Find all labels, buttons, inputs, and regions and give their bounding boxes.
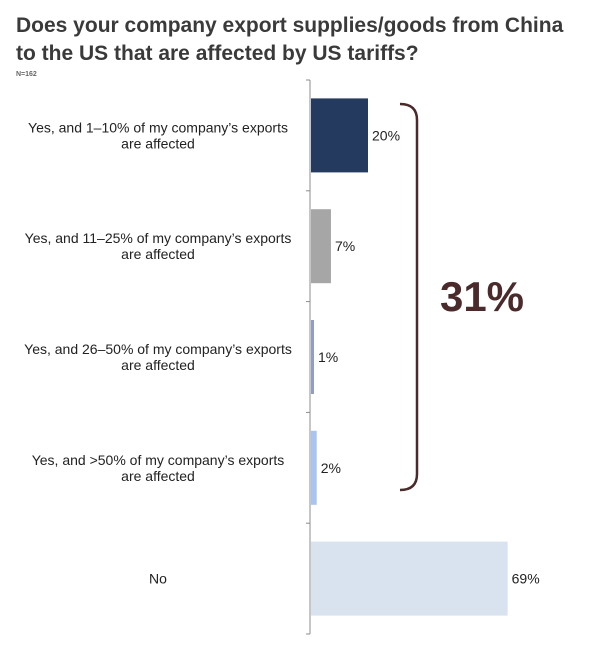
value-label: 2%	[321, 460, 341, 476]
category-label: No	[149, 571, 167, 587]
callout-total-label: 31%	[440, 273, 524, 320]
bar	[311, 209, 331, 284]
category-label: Yes, and 26–50% of my company’s exports a…	[24, 341, 292, 373]
category-label-line: Yes, and 11–25% of my company’s exports	[25, 230, 292, 246]
category-label-line: are affected	[121, 246, 195, 262]
value-label: 20%	[372, 127, 400, 143]
category-label-line: are affected	[121, 468, 195, 484]
bracket	[399, 102, 419, 492]
category-label-line: are affected	[121, 357, 195, 373]
chart-title: Does your company export supplies/goods …	[16, 14, 564, 65]
category-label: Yes, and 11–25% of my company’s exports a…	[25, 230, 292, 262]
value-label: 1%	[318, 349, 338, 365]
category-label-line: Yes, and >50% of my company’s exports	[32, 452, 285, 468]
value-label: 7%	[335, 238, 355, 254]
category-label-line: are affected	[121, 135, 195, 151]
value-labels: 20% 7% 1% 2% 69%	[318, 127, 540, 586]
bar	[311, 430, 317, 505]
category-label: Yes, and 1–10% of my company’s exports ar…	[28, 119, 288, 151]
value-label: 69%	[512, 571, 540, 587]
category-label-line: No	[149, 571, 167, 587]
sample-size-note: N=162	[16, 71, 37, 78]
category-label: Yes, and >50% of my company’s exports are…	[32, 452, 285, 484]
category-label-line: Yes, and 1–10% of my company’s exports	[28, 119, 288, 135]
category-label-line: Yes, and 26–50% of my company’s exports	[24, 341, 292, 357]
bar	[311, 541, 508, 616]
axis-ticks	[306, 79, 310, 635]
bar	[311, 98, 368, 173]
category-labels: Yes, and 1–10% of my company’s exports ar…	[24, 119, 292, 586]
bar	[311, 320, 314, 394]
bars-group	[311, 98, 508, 616]
